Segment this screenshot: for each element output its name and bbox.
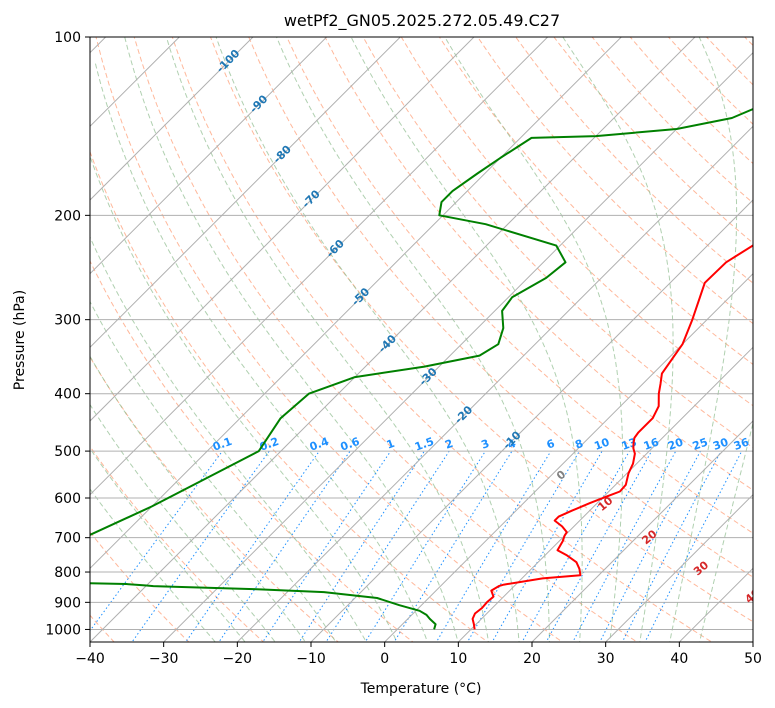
mixing-ratio-label: 1.5 (413, 435, 436, 454)
x-axis-label: Temperature (°C) (360, 681, 482, 697)
y-tick-label: 1000 (45, 622, 81, 638)
x-tick-label: −10 (296, 651, 326, 667)
dry-adiabat (171, 37, 713, 642)
x-tick-label: −20 (223, 651, 253, 667)
axes: −40 −30 −20 −10 0 10 20 30 40 5010020030040050060… (45, 30, 762, 667)
temperature-line (471, 244, 753, 630)
moist-adiabat (90, 488, 216, 642)
y-tick-label: 700 (54, 531, 81, 547)
mixing-ratio-label: 16 (642, 435, 661, 453)
dewpoint-line (90, 107, 753, 630)
plot-area: 0.1 0.2 0.4 0.6 1 1.5 2 3 4 6 8 10 13 16 20 25 30 36-100-… (90, 37, 763, 642)
mixing-ratio-label: 0.1 (211, 435, 234, 454)
dry-adiabat (90, 531, 190, 642)
mixing-ratio-label: 1 (385, 437, 397, 452)
x-tick-label: 40 (670, 651, 688, 667)
moist-adiabat (90, 154, 398, 642)
x-tick-label: 50 (744, 651, 762, 667)
isotherm-line (90, 37, 402, 349)
moist-adiabat (90, 403, 276, 642)
y-tick-label: 400 (54, 387, 81, 403)
isotherm-line (604, 493, 753, 642)
isotherm-line (236, 125, 753, 642)
chart-title: wetPf2_GN05.2025.272.05.49.C27 (284, 11, 560, 31)
isotherm-line (90, 37, 549, 496)
y-axis-label: Pressure (hPa) (12, 290, 28, 390)
x-tick-label: 30 (597, 651, 615, 667)
mixing-ratio-label: 8 (573, 437, 585, 452)
y-tick-label: 900 (54, 595, 81, 611)
isotherm-line (90, 37, 254, 201)
mixing-ratio-label: 0.2 (258, 435, 281, 454)
mixing-ratio-label: 30 (711, 435, 730, 453)
isotherm-line (531, 420, 753, 642)
mixing-ratio-label: 4 (506, 437, 518, 452)
x-tick-label: 20 (523, 651, 541, 667)
mixing-ratio-label: 6 (545, 437, 557, 452)
y-tick-label: 100 (54, 30, 81, 46)
isotherm-line (383, 272, 753, 642)
y-tick-label: 800 (54, 565, 81, 581)
y-tick-label: 500 (54, 444, 81, 460)
x-tick-label: 10 (449, 651, 467, 667)
adiabat-label: 40 (743, 586, 763, 606)
y-tick-label: 300 (54, 313, 81, 329)
mixing-ratio-label: 3 (479, 437, 491, 452)
isotherm-line (310, 199, 753, 642)
mixing-ratio-label: 20 (666, 435, 685, 453)
plot-frame (89, 36, 754, 643)
isotherm-line (90, 37, 475, 422)
mixing-ratio-label: 2 (443, 437, 455, 452)
moist-adiabat (90, 300, 337, 642)
dry-adiabat (400, 37, 753, 407)
pressure-gridlines (90, 37, 753, 630)
moist-adiabat (90, 355, 307, 642)
moist-adiabat (90, 235, 367, 642)
y-tick-label: 200 (54, 208, 81, 224)
isotherm-line (90, 37, 696, 642)
moist-adiabat (90, 447, 246, 642)
moist-adiabat (215, 37, 520, 642)
moist-adiabat (669, 37, 738, 642)
mixing-ratio-label: 10 (592, 435, 611, 453)
moist-adiabat (94, 61, 429, 642)
isotherm-line (90, 37, 623, 570)
y-tick-label: 600 (54, 491, 81, 507)
mixing-ratio-label: 0.4 (308, 435, 331, 454)
dry-adiabat (438, 37, 753, 366)
x-tick-label: −30 (149, 651, 179, 667)
dry-adiabat (324, 37, 753, 491)
x-tick-label: −40 (75, 651, 105, 667)
x-tick-label: 0 (380, 651, 389, 667)
mixing-ratio-label: 0.6 (339, 435, 362, 454)
mixing-ratio-label: 36 (732, 435, 751, 453)
sounding-series (90, 107, 753, 630)
moist-adiabat (562, 37, 674, 642)
isotherm-line (90, 37, 328, 275)
isotherm-line (457, 346, 753, 642)
mixing-ratio-label: 25 (691, 436, 710, 453)
